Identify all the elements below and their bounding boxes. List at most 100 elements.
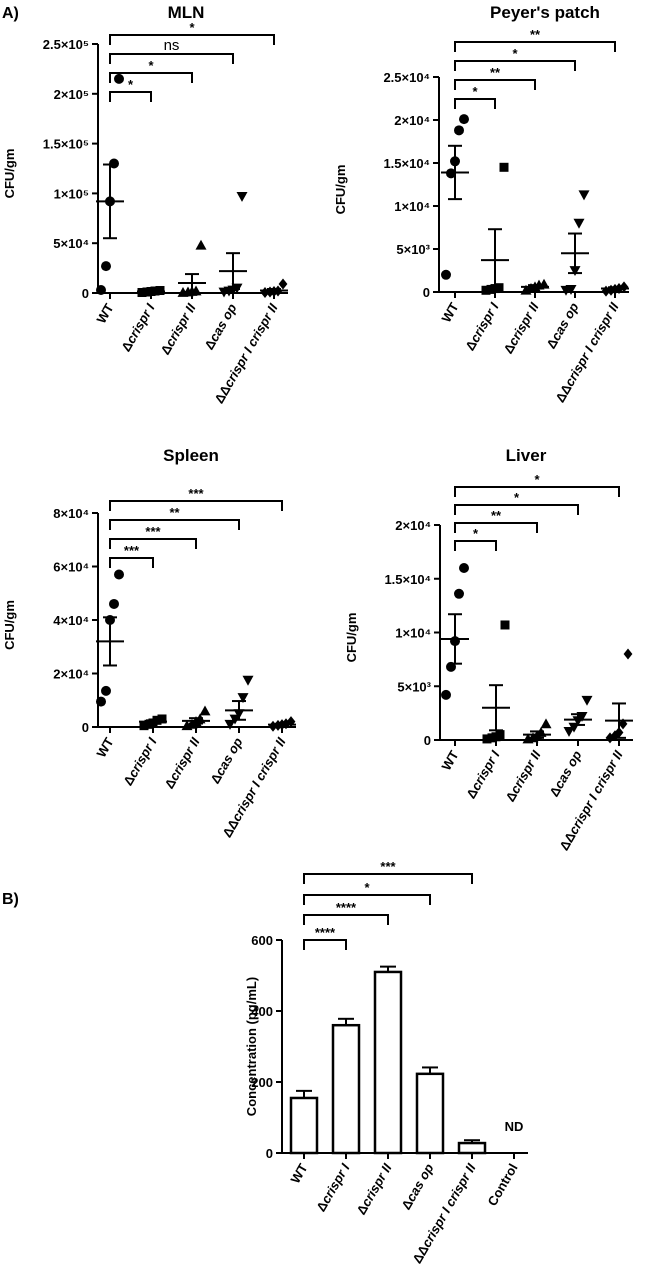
bar [289,1096,319,1155]
y-tick-label: 0 [424,733,431,748]
y-tick-label: 5×10³ [397,679,431,694]
data-point [157,714,167,724]
data-point [441,269,451,280]
y-tick-label: 2×10⁵ [54,87,89,102]
significance-label: * [148,58,154,73]
y-tick-label: 0 [82,286,89,301]
data-point [459,114,469,125]
significance-bracket [454,504,579,515]
significance-bracket [303,894,431,905]
data-point [260,287,270,299]
x-tick-label: Control [484,1161,520,1209]
y-tick-label: 4×10⁴ [53,613,89,628]
data-point [268,720,278,732]
x-tick-label: Δcrispr II [353,1161,394,1218]
chart-title: Spleen [163,446,219,465]
data-point [237,693,249,704]
x-tick-label: WT [93,301,116,326]
significance-bracket [454,98,496,109]
data-point [578,190,590,201]
x-tick-label: Δcas op [398,1161,436,1212]
data-point [495,730,505,740]
significance-label: * [472,84,478,99]
x-tick-label: Δcrispr II [500,300,541,357]
x-tick-label: Δcrispr I [120,735,160,788]
significance-label: ** [169,505,180,520]
y-tick-label: 1×10⁴ [394,199,430,214]
significance-label: *** [145,524,161,539]
x-tick-label: WT [287,1161,310,1186]
x-label-gene: cas op [206,301,240,344]
x-tick-label: Δcrispr I [118,301,158,354]
data-point [563,727,575,737]
chart-title: MLN [168,3,205,22]
y-tick-label: 6×10⁴ [53,560,89,575]
significance-bracket [303,873,473,884]
x-label-gene: crispr I [318,1161,353,1206]
significance-label: * [128,77,134,92]
y-axis-label: Concentration (pg/mL) [244,977,259,1116]
x-tick-label: WT [93,735,116,760]
significance-label: * [514,490,520,505]
significance-bracket [109,519,240,530]
significance-bracket [303,939,347,950]
x-label-gene: crispr I [123,301,158,346]
significance-label: ** [530,27,541,42]
significance-bracket [109,34,275,45]
x-tick-label: Δcas op [546,748,584,799]
x-tick-label: Δcas op [201,301,239,352]
data-point [114,73,124,84]
significance-label: * [512,46,518,61]
significance-label: * [364,880,370,895]
bar [331,1023,361,1155]
y-tick-label: 2×10⁴ [395,518,431,533]
y-axis-label: CFU/gm [2,600,17,650]
y-tick-label: 2.5×10⁵ [43,37,89,52]
y-tick-label: 0 [266,1146,273,1161]
x-label-gene: cas op [548,300,582,343]
data-point [494,283,504,293]
y-tick-label: 1×10⁴ [395,626,431,641]
panel-label-a: A) [2,5,19,22]
chart-2: Spleen02×10⁴4×10⁴6×10⁴8×10⁴CFU/gmWTΔcris… [2,446,296,840]
data-point [114,569,124,580]
significance-label: ** [490,65,501,80]
significance-label: * [189,20,195,35]
data-point [500,620,510,630]
data-point [481,285,491,295]
x-tick-label: WT [438,748,461,773]
significance-bracket [109,500,283,511]
y-tick-label: 2×10⁴ [394,113,430,128]
y-tick-label: 1×10⁵ [54,186,89,201]
data-point [101,685,111,696]
data-point [96,696,106,707]
significance-label: ns [164,37,180,54]
significance-bracket [109,538,197,549]
significance-bracket [303,914,389,925]
x-tick-label: Δcas op [207,735,245,786]
y-axis-label: CFU/gm [344,613,359,663]
panel-label-b: B) [2,891,19,908]
chart-1: Peyer's patch 0 5×10³ 1×10⁴ 1.5×10⁴ 2×10⁴ 2.5×… [333,3,629,405]
bar [373,970,403,1155]
x-label-gene: crispr II [505,300,542,349]
y-tick-label: 2.5×10⁴ [383,70,430,85]
data-point [286,716,296,728]
significance-label: * [534,472,540,487]
bar [415,1072,445,1155]
y-tick-label: 1.5×10⁴ [384,572,431,587]
data-point [139,721,149,731]
significance-bracket [454,79,536,90]
significance-label: **** [315,925,336,940]
significance-label: *** [124,543,140,558]
y-tick-label: 0 [423,285,430,300]
data-point [109,598,119,609]
y-tick-label: 200 [251,1075,273,1090]
x-tick-label: WT [438,300,461,325]
y-tick-label: 1.5×10⁵ [43,137,89,152]
data-point [540,718,552,729]
significance-bracket [454,41,616,52]
x-label-gene: cas op [403,1161,437,1204]
data-point [459,563,469,573]
